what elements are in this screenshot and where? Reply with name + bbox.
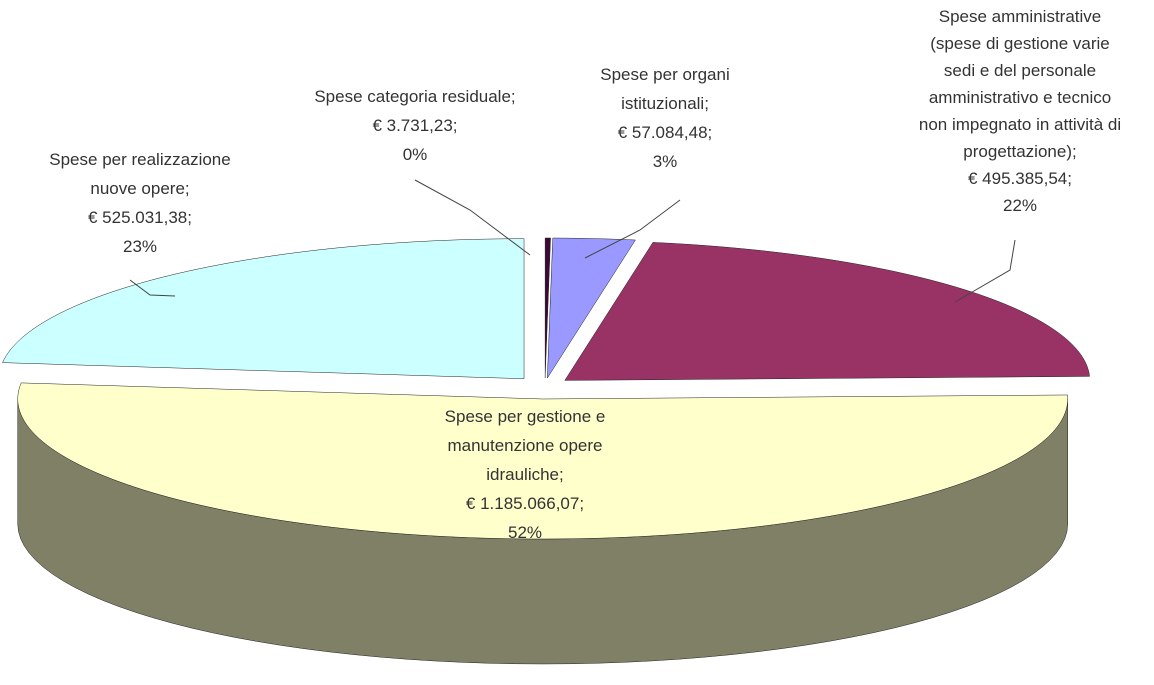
slice-label: Spese amministrative [939, 7, 1102, 26]
slice [2, 238, 525, 379]
slice-label: (spese di gestione varie [930, 34, 1110, 53]
slice-label: manutenzione opere [447, 436, 602, 455]
value-label: € 1.185.066,07; [466, 494, 584, 513]
slice-label: istituzionali; [621, 94, 709, 113]
leader-line [584, 199, 681, 259]
slice-label: idrauliche; [486, 465, 564, 484]
percent-label: 52% [508, 523, 542, 542]
slice-label: Spese per organi [600, 65, 729, 84]
percent-label: 23% [123, 237, 157, 256]
slice [544, 237, 551, 379]
leader-line [954, 239, 1016, 303]
percent-label: 0% [403, 145, 428, 164]
slice-label: nuove opere; [90, 179, 189, 198]
slice-label: Spese per gestione e [445, 407, 606, 426]
slice [547, 237, 636, 379]
value-label: € 495.385,54; [968, 169, 1072, 188]
value-label: € 57.084,48; [618, 123, 713, 142]
slice-label: Spese categoria residuale; [314, 87, 515, 106]
slice-label: sedi e del personale [944, 61, 1096, 80]
slice-label: progettazione); [963, 142, 1076, 161]
leader-line [414, 179, 531, 256]
percent-label: 3% [653, 152, 678, 171]
leader-line [129, 279, 176, 297]
slice-label: Spese per realizzazione [49, 150, 230, 169]
slice-label: non impegnato in attività di [919, 115, 1121, 134]
percent-label: 22% [1003, 196, 1037, 215]
value-label: € 3.731,23; [372, 116, 457, 135]
slice-label: amministrativo e tecnico [929, 88, 1111, 107]
value-label: € 525.031,38; [88, 208, 192, 227]
slice [17, 382, 1068, 540]
slice [564, 242, 1090, 381]
